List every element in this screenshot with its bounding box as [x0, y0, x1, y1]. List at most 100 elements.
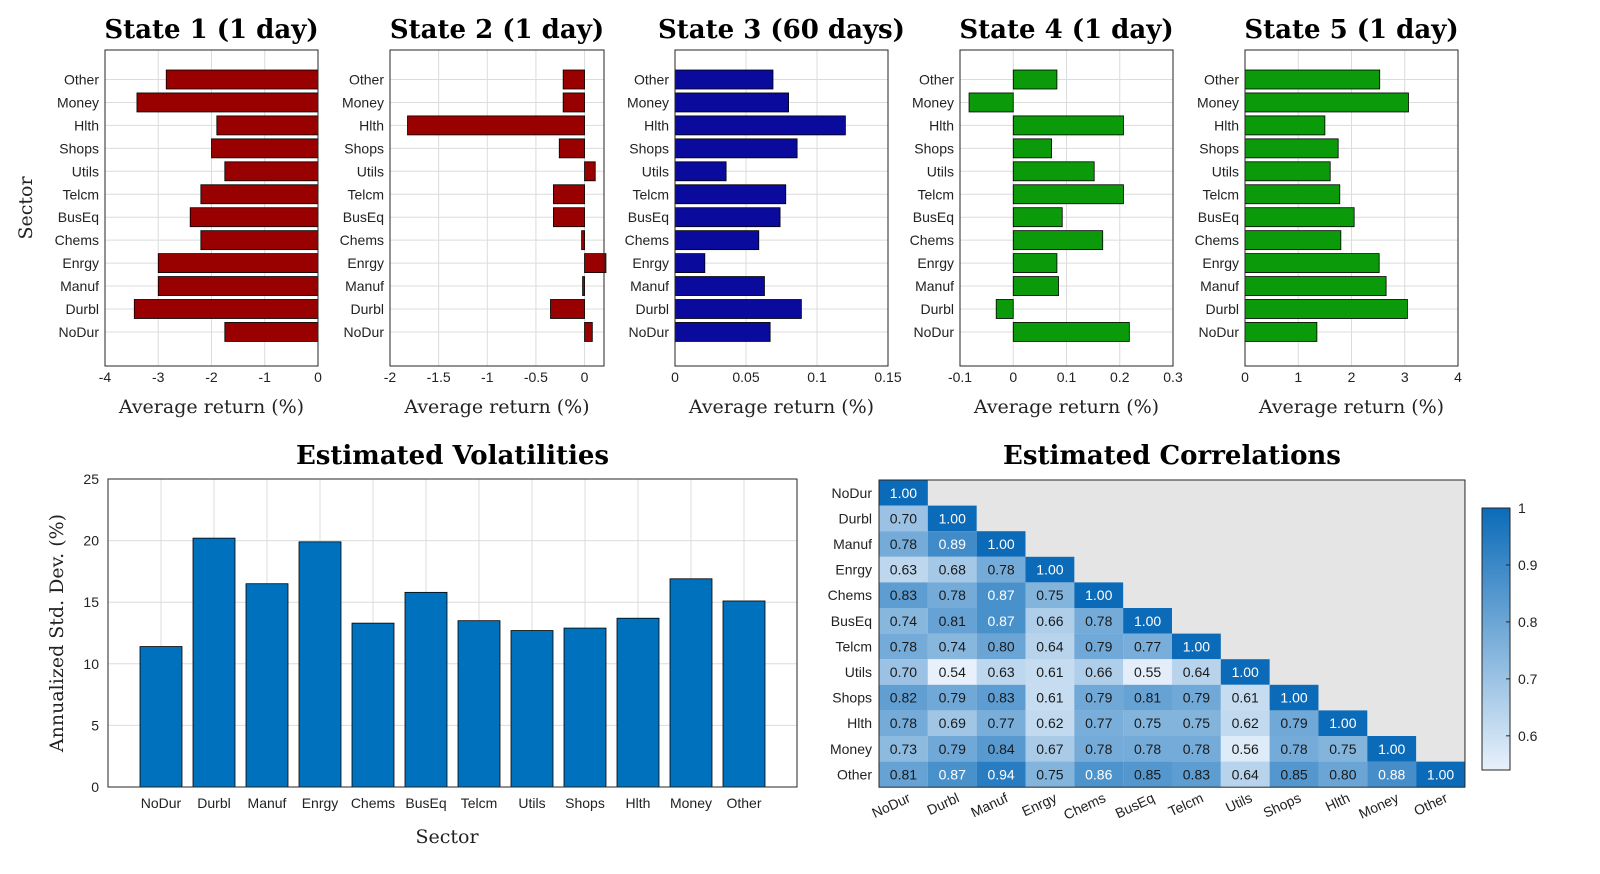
- heatmap-cell: [879, 684, 928, 711]
- category-label: Other: [634, 72, 669, 88]
- bar-shops: [674, 138, 798, 159]
- heatmap-cell: [927, 633, 977, 660]
- heatmap-cell-value: 0.78: [1085, 741, 1112, 757]
- bar-buseq: [674, 207, 781, 228]
- chart-title: Estimated Correlations: [1003, 441, 1341, 471]
- heatmap-cell-value: 0.75: [1329, 741, 1356, 757]
- category-label: Telcm: [917, 186, 954, 202]
- row-label: Shops: [832, 690, 872, 706]
- category-label: Money: [1197, 94, 1239, 110]
- x-tick-label: 0.2: [1110, 369, 1130, 385]
- bar-hlth: [1244, 115, 1326, 136]
- category-label: Chems: [910, 232, 954, 248]
- heatmap-cell-value: 0.87: [987, 613, 1014, 629]
- colorbar-scale: [1481, 507, 1511, 771]
- heatmap-cell: [1171, 684, 1221, 711]
- heatmap-cell: [1074, 736, 1124, 762]
- category-label: BusEq: [628, 209, 669, 225]
- row-label: Manuf: [833, 536, 872, 552]
- bar-other: [722, 600, 766, 788]
- bar-enrgy: [157, 253, 319, 274]
- heatmap-cell: [1220, 659, 1270, 685]
- x-tick-label: 0.1: [807, 369, 827, 385]
- bar-nodur: [224, 322, 319, 342]
- bar-buseq: [553, 207, 585, 228]
- category-label: Other: [919, 72, 954, 88]
- category-label: Utils: [927, 163, 954, 179]
- category-label: Shops: [344, 140, 384, 156]
- row-label: Money: [830, 741, 872, 757]
- bar-utils: [1012, 161, 1095, 182]
- category-label: Hlth: [74, 117, 99, 133]
- row-label: Utils: [845, 664, 872, 680]
- heatmap-cell-value: 1.00: [1183, 638, 1210, 654]
- heatmap-cell-value: 0.62: [1232, 715, 1259, 731]
- column-label: Shops: [1261, 789, 1304, 820]
- heatmap-cell: [879, 608, 928, 634]
- bar-other: [1012, 69, 1058, 90]
- heatmap-cell-value: 0.56: [1232, 741, 1259, 757]
- heatmap-cell: [1025, 710, 1075, 736]
- heatmap-cell-value: 0.77: [1085, 715, 1112, 731]
- heatmap-cell-value: 1.00: [987, 536, 1014, 552]
- category-label: Durbl: [66, 301, 99, 317]
- category-label: NoDur: [914, 324, 955, 340]
- bar-hlth: [674, 115, 846, 136]
- heatmap-cell: [1269, 684, 1319, 711]
- chart-title: State 3 (60 days): [658, 15, 905, 45]
- chart-correlations: 1.00 0.70 1.00 0.78 0.89 1.00 0.63 0.68 0.78 1.00…: [828, 441, 1538, 823]
- bar-shops: [1244, 138, 1339, 159]
- heatmap-cell-value: 0.70: [890, 510, 917, 526]
- bar-hlth: [1012, 115, 1124, 136]
- heatmap-cell-value: 0.75: [1036, 587, 1063, 603]
- y-tick-label: 10: [83, 656, 99, 672]
- heatmap-cell-value: 0.78: [1183, 741, 1210, 757]
- heatmap-cell-value: 0.74: [939, 638, 966, 654]
- axes-box: [389, 49, 605, 367]
- heatmap-cell-value: 0.83: [890, 587, 917, 603]
- heatmap-cell: [927, 582, 977, 608]
- category-label: Chems: [55, 232, 99, 248]
- heatmap-cell: [1025, 659, 1075, 685]
- x-tick-label: 2: [1348, 369, 1356, 385]
- chart-state5: NoDur Durbl Manuf Enrgy Chems BusEq Telcm Utils…: [1195, 15, 1462, 418]
- column-label: Chems: [1061, 789, 1108, 822]
- heatmap-cell: [1123, 608, 1172, 634]
- heatmap-cell: [927, 505, 977, 532]
- heatmap-cell-value: 0.79: [939, 741, 966, 757]
- category-label: Durbl: [921, 301, 954, 317]
- heatmap-cell: [927, 684, 977, 711]
- bar-manuf: [157, 276, 319, 296]
- x-tick-label: Durbl: [197, 795, 230, 811]
- x-axis-label: Average return (%): [403, 396, 589, 418]
- x-tick-label: 0.05: [732, 369, 759, 385]
- category-label: Shops: [914, 140, 954, 156]
- heatmap-cell: [1318, 710, 1368, 736]
- heatmap-cell: [976, 710, 1026, 736]
- bar-durbl: [1244, 299, 1408, 319]
- heatmap-cell-value: 0.80: [1329, 766, 1356, 782]
- heatmap-cell: [1123, 761, 1172, 788]
- heatmap-cell: [1171, 710, 1221, 736]
- heatmap-cell: [1171, 659, 1221, 685]
- heatmap-cell-value: 0.83: [1183, 766, 1210, 782]
- bar-utils: [1244, 161, 1331, 182]
- category-label: BusEq: [1198, 209, 1239, 225]
- bar-durbl: [674, 299, 802, 319]
- heatmap-cell: [927, 556, 977, 583]
- chart-title: State 1 (1 day): [104, 15, 318, 45]
- bar-telcm: [553, 184, 585, 205]
- category-label: Manuf: [1200, 278, 1239, 294]
- category-label: Money: [912, 94, 954, 110]
- colorbar-tick-label: 0.7: [1518, 671, 1538, 687]
- bar-utils: [224, 161, 319, 182]
- category-label: Other: [64, 72, 99, 88]
- heatmap-cell-value: 0.84: [987, 741, 1014, 757]
- heatmap-cell: [1074, 684, 1124, 711]
- bar-utils: [584, 161, 596, 182]
- heatmap-cell-value: 0.89: [939, 536, 966, 552]
- heatmap-cell: [976, 684, 1026, 711]
- bar-money: [562, 92, 585, 113]
- heatmap-cell: [1074, 633, 1124, 660]
- bar-nodur: [1244, 322, 1318, 342]
